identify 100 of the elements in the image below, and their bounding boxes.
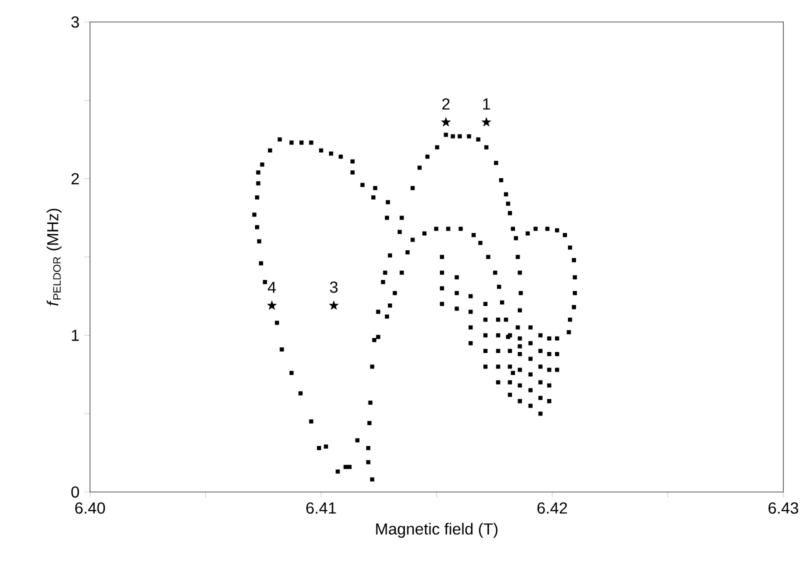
point [508,364,512,369]
point [256,170,260,174]
point [384,314,390,319]
point [518,336,522,341]
point [344,464,348,469]
point [499,178,504,182]
point [367,420,372,426]
point [458,226,463,231]
point [514,236,518,240]
point [468,310,473,314]
point [472,232,476,238]
point [528,356,533,361]
point [257,239,262,244]
point [418,166,422,170]
point [347,464,352,469]
point [289,370,294,375]
point [516,325,520,330]
point [328,152,334,156]
point [555,352,560,356]
point [486,254,490,260]
point [510,226,515,231]
point [545,226,550,231]
point [376,334,380,339]
point [547,383,552,388]
point [366,446,370,450]
point [262,280,268,284]
point [376,310,380,314]
point [508,380,512,384]
point [518,308,522,312]
point [547,399,552,404]
point [508,348,512,354]
point [494,160,498,166]
point [483,318,488,322]
point [547,368,552,372]
point [454,290,459,296]
point [338,154,343,159]
point [392,290,397,296]
y-tick-label: 2 [72,173,79,184]
point [510,370,515,375]
point [547,336,552,341]
point [372,338,376,342]
point [410,186,415,190]
x-tick-label: 6.42 [537,502,567,514]
point [266,300,277,310]
point [255,195,260,200]
point [289,140,294,145]
point [572,275,577,280]
point [260,162,264,167]
point [568,318,572,322]
point [528,404,533,408]
point [454,275,459,280]
y-tick-label: 3 [71,16,79,28]
point [319,148,324,153]
point [504,318,508,322]
point [370,364,374,369]
point [528,341,533,346]
point [468,341,473,346]
x-tick-label: 6.41 [306,502,336,514]
point [518,383,522,388]
point [572,305,576,310]
point [309,140,314,145]
point [350,159,355,164]
point [450,134,455,138]
point [562,232,567,238]
point [500,300,504,304]
point [496,318,500,322]
point [538,412,542,416]
point [446,226,450,231]
annotation: 2 [442,98,450,110]
point [506,202,510,206]
point [555,228,560,232]
point [425,154,430,159]
point [478,240,482,245]
point [388,253,392,258]
point [518,344,522,348]
point [508,392,512,397]
point [555,368,560,372]
y-tick-label: 1 [72,330,79,341]
annotation: 3 [330,282,338,293]
point [518,290,523,296]
point [496,333,500,338]
point [386,200,390,204]
point [410,238,415,242]
point [555,336,560,341]
point [528,372,533,377]
point [268,148,272,153]
point [258,261,264,266]
y-axis-title: f$_{PELDOR}$ (MHz) [46,208,62,306]
point [298,391,303,396]
point [444,132,448,137]
point [528,388,533,392]
point [368,400,372,405]
point [538,364,542,369]
point [566,330,571,334]
point [458,134,462,138]
point [568,246,572,250]
point [468,294,473,298]
point [534,226,538,231]
point [255,225,260,230]
point [355,438,360,442]
